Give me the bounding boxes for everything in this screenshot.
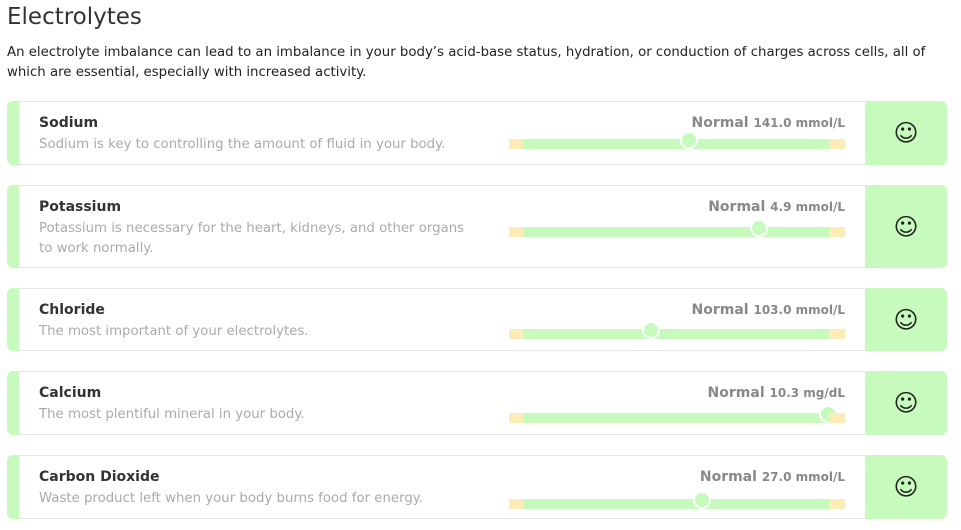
status-text: Normal xyxy=(691,302,749,318)
electrolyte-description: The most important of your electrolytes. xyxy=(39,324,309,339)
range-bar xyxy=(509,405,845,423)
status-label: Normal 4.9 mmol/L xyxy=(708,199,845,215)
electrolyte-description: Potassium is necessary for the heart, ki… xyxy=(39,221,465,256)
value-text: 27.0 mmol/L xyxy=(761,470,845,484)
electrolyte-description: Waste product left when your body burns … xyxy=(39,491,423,506)
value-text: 4.9 mmol/L xyxy=(770,200,845,214)
status-text: Normal xyxy=(708,199,766,215)
electrolyte-card[interactable]: Calcium The most plentiful mineral in yo… xyxy=(7,371,947,435)
smiley-icon: ☺ xyxy=(893,305,919,334)
card-body: Calcium The most plentiful mineral in yo… xyxy=(19,371,865,435)
range-bar xyxy=(509,131,845,149)
status-text: Normal xyxy=(699,469,757,485)
value-marker xyxy=(680,131,699,149)
status-label: Normal 10.3 mg/dL xyxy=(708,385,845,401)
electrolyte-name: Sodium xyxy=(39,115,99,131)
value-text: 141.0 mmol/L xyxy=(753,116,845,130)
value-marker xyxy=(642,321,661,339)
range-bar xyxy=(509,219,845,237)
smiley-icon: ☺ xyxy=(893,212,919,241)
value-marker xyxy=(749,219,768,237)
status-text: Normal xyxy=(707,385,765,401)
value-marker xyxy=(818,405,837,423)
electrolyte-card[interactable]: Potassium Potassium is necessary for the… xyxy=(7,185,947,268)
card-body: Chloride The most important of your elec… xyxy=(19,288,865,351)
card-body: Carbon Dioxide Waste product left when y… xyxy=(19,455,865,519)
electrolyte-card[interactable]: Chloride The most important of your elec… xyxy=(7,288,947,351)
value-text: 10.3 mg/dL xyxy=(769,386,846,400)
range-bar xyxy=(509,321,845,339)
status-label: Normal 103.0 mmol/L xyxy=(692,302,845,318)
page-title: Electrolytes xyxy=(7,4,142,30)
electrolyte-description: Sodium is key to controlling the amount … xyxy=(39,137,446,152)
electrolyte-name: Calcium xyxy=(39,385,102,401)
range-bar xyxy=(509,491,845,509)
electrolyte-card[interactable]: Carbon Dioxide Waste product left when y… xyxy=(7,455,947,519)
electrolyte-name: Carbon Dioxide xyxy=(39,469,160,485)
smiley-icon: ☺ xyxy=(893,389,919,417)
electrolyte-name: Potassium xyxy=(39,199,122,215)
status-label: Normal 141.0 mmol/L xyxy=(692,115,845,131)
smiley-icon: ☺ xyxy=(893,119,919,147)
value-text: 103.0 mmol/L xyxy=(753,303,845,317)
card-body: Sodium Sodium is key to controlling the … xyxy=(19,101,865,165)
intro-text: An electrolyte imbalance can lead to an … xyxy=(7,45,926,80)
electrolyte-card[interactable]: Sodium Sodium is key to controlling the … xyxy=(7,101,947,165)
electrolyte-name: Chloride xyxy=(39,302,105,318)
status-label: Normal 27.0 mmol/L xyxy=(700,469,845,485)
smiley-icon: ☺ xyxy=(893,473,919,501)
value-marker xyxy=(692,491,711,509)
card-body: Potassium Potassium is necessary for the… xyxy=(19,185,865,268)
status-text: Normal xyxy=(691,115,749,131)
electrolyte-description: The most plentiful mineral in your body. xyxy=(39,407,305,422)
